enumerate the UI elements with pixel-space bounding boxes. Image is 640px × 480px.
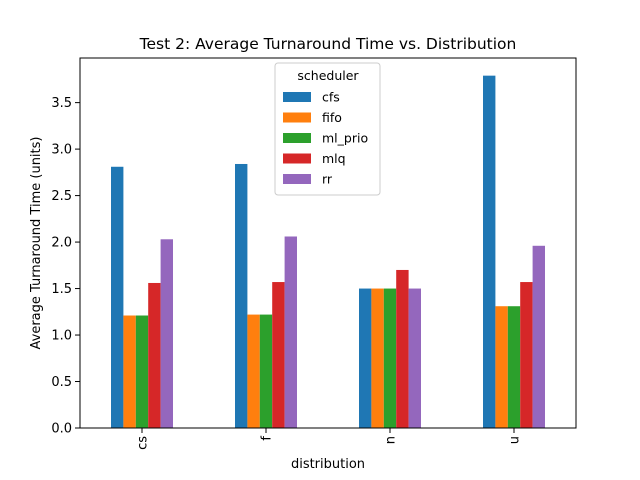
bar-cfs-f [235,163,248,429]
bar-rr-n [408,288,421,428]
y-tick-label: 0.5 [51,375,72,390]
x-tick-label: f [260,436,275,441]
chart-title: Test 2: Average Turnaround Time vs. Dist… [139,35,517,53]
legend-label-fifo: fifo [322,110,342,125]
bar-mlq-cs [148,282,161,428]
legend-swatch-cfs [283,92,311,102]
x-axis-label: distribution [291,457,365,472]
x-axis: cs f n u [136,428,523,450]
legend-swatch-ml_prio [283,133,311,143]
bar-fifo-u [495,306,508,428]
bar-mlq-u [520,282,533,428]
bar-ml_prio-n [383,288,397,428]
bars-group [111,75,545,429]
bar-fifo-f [247,314,260,428]
bar-rr-f [284,236,297,428]
legend-label-rr: rr [322,172,333,187]
legend-swatch-rr [283,174,311,184]
x-tick-label: n [384,436,399,444]
bar-rr-cs [160,239,173,428]
legend-title: scheduler [297,68,359,83]
bar-fifo-n [371,288,384,428]
bar-ml_prio-f [259,314,273,428]
bar-mlq-n [396,269,409,428]
x-tick-label: u [508,436,523,444]
legend-label-cfs: cfs [322,90,340,105]
y-tick-label: 3.0 [51,143,72,158]
x-tick-label: cs [136,436,151,450]
y-tick-label: 2.5 [51,189,72,204]
y-tick-label: 1.5 [51,282,72,297]
bar-ml_prio-cs [135,315,149,428]
bar-fifo-cs [123,315,136,428]
y-tick-label: 1.0 [51,329,72,344]
legend-label-mlq: mlq [322,151,346,166]
bar-cfs-u [483,75,496,428]
y-tick-label: 0.0 [51,422,72,437]
y-axis-label: Average Turnaround Time (units) [29,137,44,350]
y-tick-label: 2.0 [51,236,72,251]
bar-cfs-n [359,288,372,428]
legend-label-ml_prio: ml_prio [322,131,368,146]
legend-swatch-fifo [283,112,311,123]
bar-cfs-cs [111,166,124,428]
y-tick-label: 3.5 [51,96,72,111]
plot-frame [79,57,577,429]
bar-rr-u [532,245,545,428]
bar-ml_prio-u [507,306,521,428]
legend-swatch-mlq [283,153,311,164]
y-axis: 0.0 0.5 1.0 1.5 2.0 2.5 3.0 3.5 [51,96,80,437]
bar-mlq-f [272,282,285,428]
